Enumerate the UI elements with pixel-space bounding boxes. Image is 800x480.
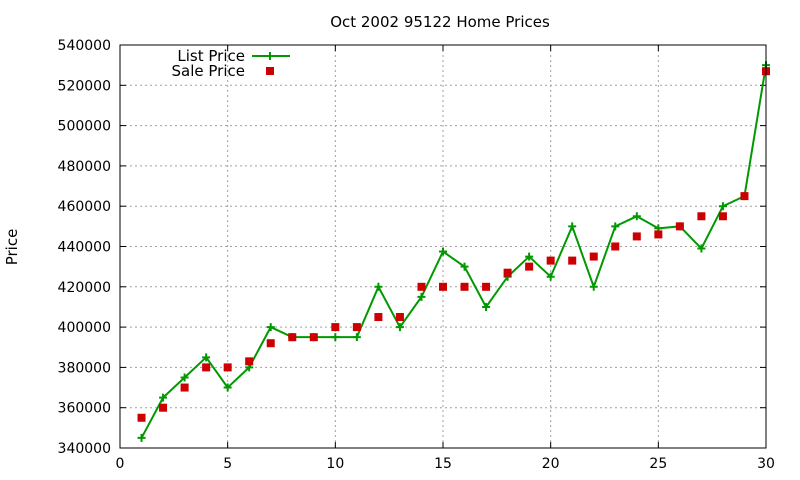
sale-price-point: [374, 313, 383, 322]
sale-price-point: [417, 282, 426, 291]
y-tick-label: 360000: [58, 401, 111, 417]
legend-label-sale-price: Sale Price: [172, 62, 245, 80]
list-price-point: [180, 373, 189, 382]
series-layer: [137, 61, 770, 442]
list-price-point: [137, 433, 146, 442]
sale-price-point: [568, 256, 577, 265]
legend-marker-sale-price: [266, 67, 274, 75]
sale-price-point: [309, 333, 318, 342]
list-price-point: [159, 393, 168, 402]
chart-title: Oct 2002 95122 Home Prices: [330, 13, 550, 31]
list-price-point: [611, 222, 620, 231]
sale-price-point: [697, 212, 706, 221]
y-tick-label: 400000: [58, 320, 111, 336]
sale-price-point: [460, 282, 469, 291]
list-price-point: [439, 247, 447, 256]
plot-frame: [119, 44, 767, 449]
y-tick-label: 500000: [58, 119, 111, 135]
x-tick-label: 10: [326, 456, 344, 472]
legend-label-list-price: List Price: [177, 47, 245, 65]
y-tick-label: 340000: [58, 441, 111, 457]
x-tick-label: 0: [116, 456, 125, 472]
sale-price-point: [611, 242, 620, 251]
x-tick-label: 25: [649, 456, 667, 472]
list-price-point: [331, 333, 340, 342]
list-price-point: [395, 323, 404, 332]
sale-price-point: [718, 212, 727, 221]
sale-price-point: [245, 357, 254, 366]
list-price-point: [589, 282, 598, 291]
legend-marker-list-price: [266, 52, 274, 60]
x-tick-label: 5: [223, 456, 232, 472]
y-tick-label: 480000: [58, 159, 111, 175]
y-axis-label: Price: [3, 229, 21, 266]
sale-price-point: [223, 363, 232, 372]
sale-price-point: [482, 282, 491, 291]
sale-price-point: [740, 192, 749, 201]
x-tick-label: 20: [542, 456, 560, 472]
sale-price-point: [137, 413, 146, 422]
sale-price-point: [266, 339, 275, 348]
sale-price-point: [632, 232, 641, 241]
y-tick-label: 460000: [58, 199, 111, 215]
list-price-point: [525, 252, 534, 261]
axis-ticks: 340000 360000 380000 400000 420000 440000 4600…: [58, 38, 775, 472]
sale-price-point: [503, 268, 512, 277]
list-price-point: [223, 383, 232, 392]
sale-price-point: [202, 363, 211, 372]
list-price-point: [417, 292, 426, 301]
sale-price-point: [525, 262, 534, 271]
y-tick-label: 520000: [58, 78, 111, 94]
list-price-point: [632, 212, 641, 221]
sale-price-point: [654, 230, 663, 239]
sale-price-point: [589, 252, 598, 261]
list-price-point: [266, 323, 275, 332]
y-tick-label: 380000: [58, 360, 111, 376]
x-tick-label: 15: [434, 456, 452, 472]
list-price-line: [140, 64, 767, 439]
list-price-point: [202, 353, 211, 362]
y-tick-label: 540000: [58, 38, 111, 54]
x-tick-label: 30: [757, 456, 775, 472]
sale-price-point: [288, 333, 297, 342]
list-price-point: [352, 333, 361, 342]
list-price-point: [460, 262, 469, 271]
sale-price-point: [546, 256, 555, 265]
list-price-point: [697, 244, 706, 253]
list-price-point: [374, 282, 383, 291]
list-price-point: [568, 222, 577, 231]
list-price-point: [546, 272, 555, 281]
sale-price-point: [331, 323, 340, 332]
sale-price-point: [439, 282, 447, 291]
sale-price-point: [395, 313, 404, 322]
list-price-point: [482, 302, 491, 311]
sale-price-point: [352, 323, 361, 332]
sale-price-point: [180, 383, 189, 392]
grid-lines: [120, 45, 766, 448]
list-price-point: [718, 202, 727, 211]
y-tick-label: 440000: [58, 240, 111, 256]
sale-price-point: [675, 222, 684, 231]
legend: List Price Sale Price: [172, 47, 290, 80]
sale-price-point: [159, 403, 168, 412]
y-tick-label: 420000: [58, 280, 111, 296]
